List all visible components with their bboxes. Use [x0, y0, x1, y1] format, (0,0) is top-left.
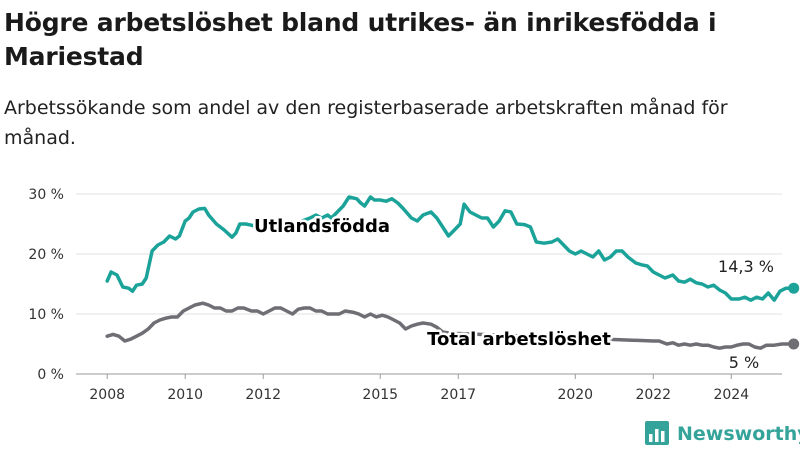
- chart-subtitle: Arbetssökande som andel av den registerb…: [4, 97, 728, 149]
- y-axis-ticks: 0 % 10 % 20 % 30 %: [28, 187, 64, 383]
- x-tick-label: 2012: [245, 387, 281, 403]
- y-tick-label: 0 %: [37, 367, 64, 383]
- x-tick-label: 2022: [635, 387, 671, 403]
- x-tick-label: 2008: [89, 387, 125, 403]
- x-tick-label: 2020: [557, 387, 593, 403]
- end-value-label-utlandsfodda: 14,3 %: [718, 257, 774, 276]
- brand-name: Newsworthy: [677, 423, 800, 445]
- y-tick-label: 30 %: [28, 187, 64, 203]
- gridlines: [76, 193, 782, 375]
- newsworthy-logo: Newsworthy: [645, 421, 800, 445]
- bar-chart-icon: [645, 421, 669, 445]
- series-line-total-arbetsloshet: [105, 301, 796, 350]
- y-tick-label: 20 %: [28, 247, 64, 263]
- end-point-utlandsfodda: [788, 282, 800, 294]
- series-label-total-arbetsloshet: Total arbetslöshet: [427, 329, 611, 350]
- series-label-utlandsfodda: Utlandsfödda: [254, 216, 390, 237]
- x-tick-label: 2015: [362, 387, 398, 403]
- series-line-utlandsfodda: [105, 195, 796, 302]
- x-axis-ticks: 2008 2010 2012 2015 2017 2020 2022 2024: [89, 374, 749, 403]
- y-tick-label: 10 %: [28, 307, 64, 323]
- x-tick-label: 2010: [167, 387, 203, 403]
- series-layer: [105, 195, 800, 350]
- end-point-total-arbetsloshet: [788, 338, 800, 350]
- x-tick-label: 2017: [440, 387, 476, 403]
- chart-title: Högre arbetslöshet bland utrikes- än inr…: [4, 8, 717, 71]
- end-value-label-total: 5 %: [729, 353, 759, 372]
- x-tick-label: 2024: [713, 387, 749, 403]
